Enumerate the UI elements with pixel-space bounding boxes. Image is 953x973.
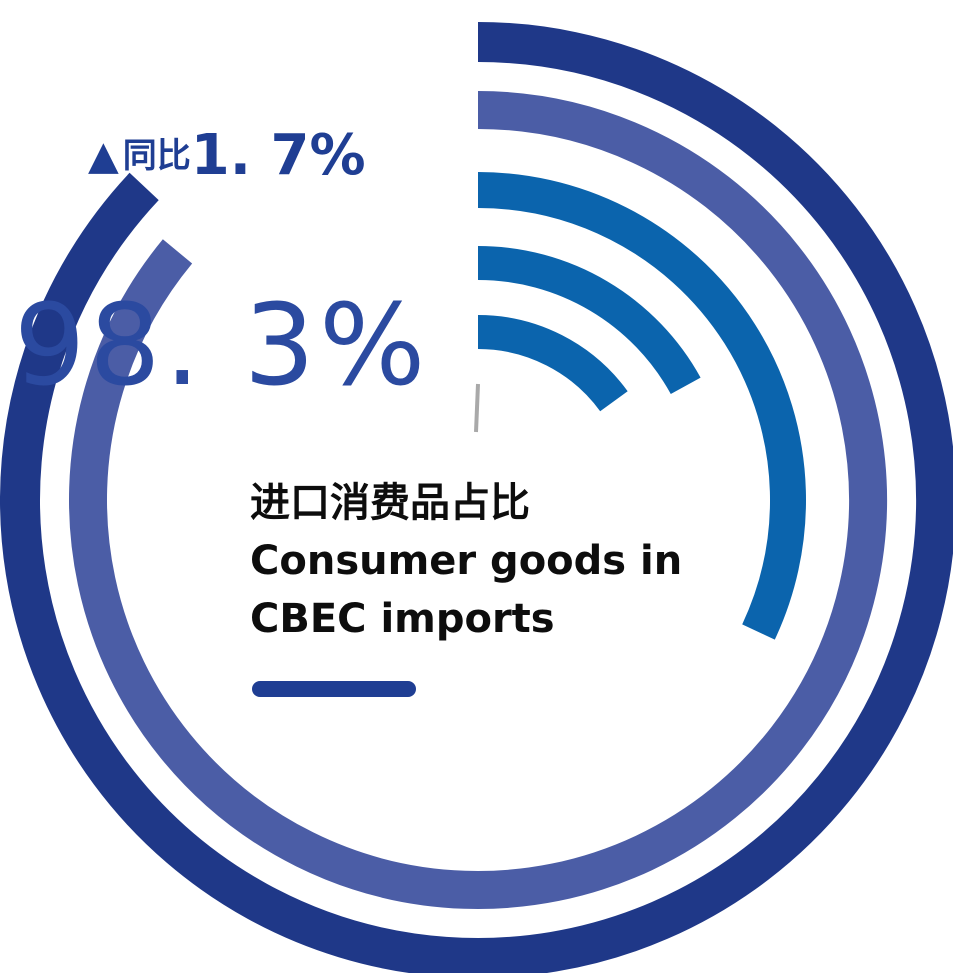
caption-underline	[252, 681, 416, 697]
center-tick	[474, 383, 480, 433]
yoy-value: 1. 7%	[190, 123, 366, 188]
caption-cn: 进口消费品占比	[250, 480, 530, 526]
ring-arc-5	[477, 315, 628, 412]
up-triangle-icon: ▲	[88, 133, 119, 179]
yoy-label: 同比	[122, 136, 191, 176]
yoy-change: ▲ 同比1. 7%	[88, 128, 366, 184]
chart-caption: 进口消费品占比 Consumer goods in CBEC imports	[250, 474, 810, 648]
ring-arc-3	[477, 172, 806, 640]
ring-arc-2	[69, 91, 887, 909]
ring-arc-1	[0, 22, 953, 973]
caption-en-line2: CBEC imports	[250, 596, 555, 642]
main-value: 98. 3%	[14, 281, 430, 411]
ring-arc-4	[477, 246, 701, 395]
caption-en-line1: Consumer goods in	[250, 538, 683, 584]
